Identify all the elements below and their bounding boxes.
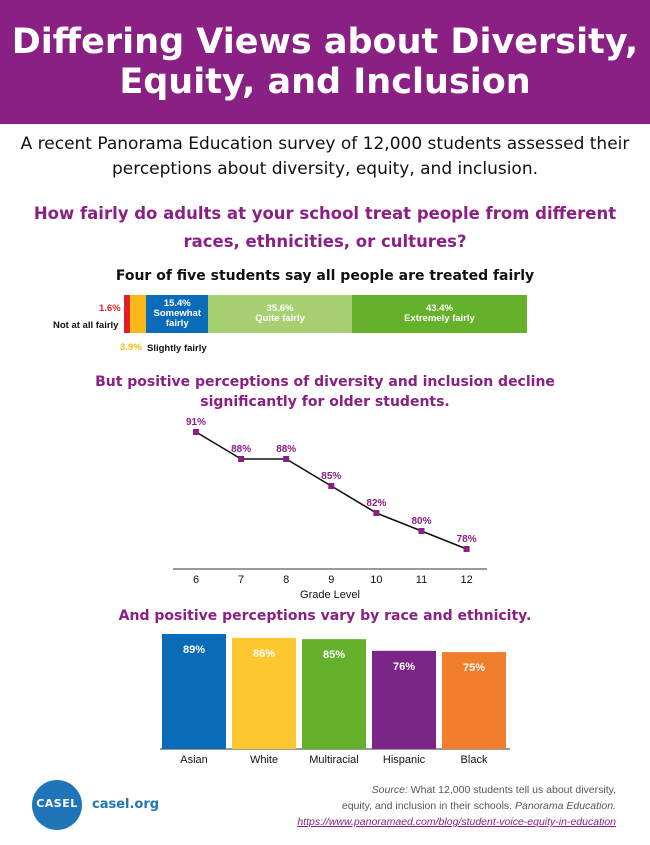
bar-value-label: 76%	[393, 661, 415, 673]
data-label: 91%	[186, 417, 206, 428]
segment-category-label: Quite fairly	[255, 313, 305, 324]
survey-question: How fairly do adults at your school trea…	[33, 204, 617, 251]
category-label-not-at-all: Not at all fairly	[53, 320, 119, 331]
source-citation: Source: What 12,000 students tell us abo…	[256, 782, 616, 830]
intro-text: A recent Panorama Education survey of 12…	[20, 134, 630, 179]
x-tick-label: 12	[460, 574, 472, 586]
segment-value-label: 43.4%	[425, 303, 453, 314]
line-chart-title: But positive perceptions of diversity an…	[95, 374, 555, 410]
segment-value-label: 35.6%	[266, 303, 294, 314]
x-tick-label: Asian	[180, 754, 208, 766]
stacked-chart-title: Four of five students say all people are…	[115, 268, 535, 284]
source-publisher: Panorama Education.	[515, 800, 616, 812]
segment-category-label: Somewhat	[153, 308, 201, 319]
bar-value-label: 75%	[463, 662, 485, 674]
bar-value-label: 85%	[323, 649, 345, 661]
data-point	[238, 456, 245, 462]
x-axis-label: Grade Level	[300, 589, 360, 601]
x-tick-label: Multiracial	[309, 754, 359, 766]
bar-chart-title: And positive perceptions vary by race an…	[118, 608, 532, 624]
logo-text: CASEL	[36, 797, 78, 810]
x-tick-label: Hispanic	[383, 754, 426, 766]
bar	[372, 650, 436, 749]
value-label-slightly: 3.9%	[120, 342, 142, 353]
value-label-not-at-all: 1.6%	[99, 303, 121, 314]
bar-chart: 89% Asian 86% White 85% Multiracial 76% Hispani…	[160, 634, 510, 766]
stacked-bar: 15.4% Somewhat fairly 35.6% Quite fairly…	[124, 295, 527, 333]
data-point	[463, 546, 470, 552]
casel-url[interactable]: casel.org	[92, 797, 160, 812]
line-chart: 91% 6 88% 7 88% 8 85% 9 82% 10 80% 11 78% 12 Grade Lev…	[173, 417, 487, 601]
casel-logo: CASEL	[32, 780, 82, 830]
x-tick-label: 9	[328, 574, 334, 586]
data-point	[283, 456, 290, 462]
bar-segment-quite: 35.6% Quite fairly	[208, 295, 352, 333]
data-label: 88%	[231, 444, 251, 455]
x-tick-label: Black	[461, 754, 488, 766]
data-point	[328, 483, 335, 489]
header-banner: Differing Views about Diversity, Equity,…	[0, 0, 650, 124]
x-tick-label: 11	[416, 574, 427, 586]
bar-segment-slightly	[130, 295, 147, 333]
source-title: What 12,000 students tell us about diver…	[407, 784, 616, 796]
bar-segment-extremely: 43.4% Extremely fairly	[351, 295, 527, 333]
bar-value-label: 89%	[183, 644, 205, 656]
bar-value-label: 86%	[253, 648, 275, 660]
data-point	[373, 510, 380, 516]
data-label: 82%	[366, 498, 386, 509]
bar	[232, 637, 296, 749]
segment-category-label: fairly	[165, 318, 189, 329]
x-tick-label: 6	[193, 574, 199, 586]
x-tick-label: 10	[370, 574, 382, 586]
bar	[302, 639, 366, 749]
x-tick-label: White	[250, 754, 278, 766]
source-label: Source:	[371, 784, 408, 796]
bar	[162, 634, 226, 749]
category-label-slightly: Slightly fairly	[147, 343, 207, 354]
source-link[interactable]: https://www.panoramaed.com/blog/student-…	[297, 816, 616, 828]
data-label: 88%	[276, 444, 296, 455]
data-point	[193, 429, 199, 435]
bar	[442, 652, 506, 749]
data-label: 78%	[457, 534, 477, 545]
segment-value-label: 15.4%	[163, 298, 191, 309]
bar-segment-not-at-all	[124, 295, 131, 333]
source-title-cont: equity, and inclusion in their schools.	[341, 800, 516, 812]
data-label: 85%	[321, 471, 341, 482]
segment-category-label: Extremely fairly	[404, 313, 475, 324]
bar-segment-somewhat: 15.4% Somewhat fairly	[146, 295, 209, 333]
x-tick-label: 7	[238, 574, 244, 586]
x-tick-label: 8	[283, 574, 289, 586]
data-label: 80%	[411, 516, 431, 527]
data-point	[418, 528, 425, 534]
page-title: Differing Views about Diversity, Equity,…	[11, 22, 639, 102]
